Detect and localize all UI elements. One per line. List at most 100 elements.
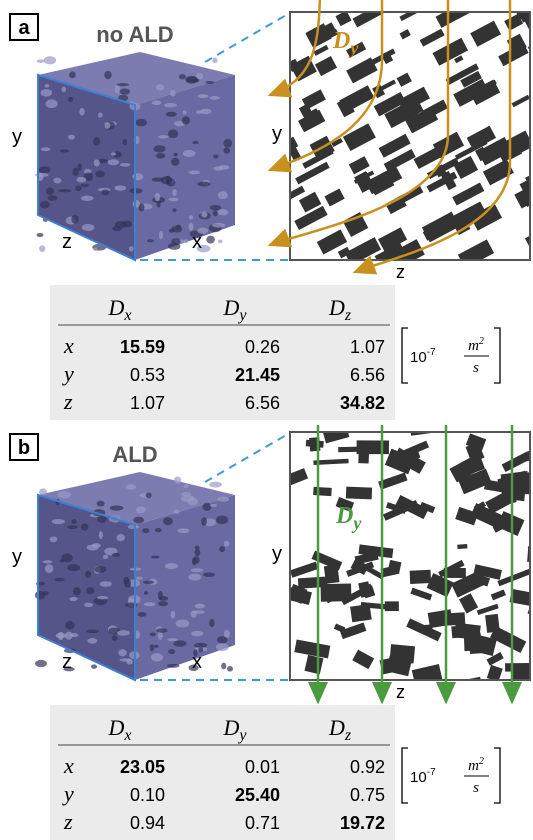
- cube-pore: [144, 591, 148, 595]
- table-cell: 21.45: [235, 365, 280, 385]
- unit-base-num: 10: [410, 769, 427, 786]
- cube-pore: [194, 549, 200, 556]
- table-cell: 0.92: [350, 757, 385, 777]
- unit-numerator: m2: [468, 336, 484, 354]
- cube-pore: [62, 553, 73, 562]
- column-sub: y: [237, 307, 247, 324]
- cube-pore: [171, 226, 182, 233]
- cube-pore: [166, 176, 172, 185]
- table-cell: 1.07: [130, 393, 165, 413]
- cube-pore: [197, 94, 208, 98]
- cube-pore: [213, 210, 218, 216]
- cube-pore: [120, 88, 131, 94]
- cube-pore: [94, 566, 106, 573]
- unit-base-num: 10: [410, 349, 427, 366]
- cube-pore: [213, 155, 218, 159]
- cube-pore: [68, 134, 75, 139]
- cube-pore: [155, 193, 161, 201]
- column-sub: z: [344, 727, 352, 744]
- cube-pore: [142, 528, 149, 533]
- cube-pore: [112, 635, 118, 640]
- solid-phase: [313, 487, 332, 496]
- column-sub: z: [344, 307, 352, 324]
- column-sub: y: [237, 727, 247, 744]
- table-cell: 15.59: [120, 337, 165, 357]
- cube-pore: [223, 139, 232, 148]
- cube-pore: [37, 59, 45, 63]
- table-cell: 25.40: [235, 785, 280, 805]
- solid-phase: [410, 570, 431, 584]
- cube-pore: [73, 587, 81, 595]
- cube-pore: [183, 150, 196, 157]
- cube-pore: [152, 100, 162, 105]
- cube-pore: [224, 541, 230, 547]
- cube-pore: [117, 630, 130, 635]
- cube-pore: [216, 515, 228, 524]
- cube-pore: [206, 236, 215, 244]
- cube-pore: [60, 149, 69, 152]
- cube-pore: [87, 638, 97, 644]
- cube-pore: [183, 110, 187, 114]
- cube-pore: [218, 209, 229, 215]
- cube-pore: [136, 506, 146, 513]
- cube-pore: [117, 534, 125, 541]
- cube-pore: [173, 510, 179, 514]
- cube-pore: [101, 190, 109, 196]
- cube-pore: [158, 591, 163, 600]
- slice-axis-label: z: [396, 262, 405, 282]
- solid-phase: [457, 544, 467, 549]
- unit-num-exp: 2: [479, 756, 484, 767]
- cube-pore: [174, 477, 181, 485]
- connector: [205, 434, 288, 482]
- cube-pore: [192, 557, 196, 565]
- cube-pore: [165, 563, 178, 569]
- cube-pore: [95, 171, 105, 178]
- cube-pore: [191, 568, 204, 572]
- cube-pore: [104, 71, 111, 79]
- cube-pore: [75, 185, 81, 191]
- column-symbol: D: [328, 715, 345, 740]
- cube-pore: [158, 601, 168, 606]
- cube-pore: [166, 112, 177, 117]
- cube-pore: [196, 110, 203, 114]
- cube-pore: [182, 116, 190, 124]
- cube-axis-label: y: [12, 546, 22, 568]
- cube-pore: [81, 523, 89, 530]
- cube-pore: [91, 664, 97, 669]
- cube-pore: [43, 560, 53, 563]
- solid-phase: [517, 681, 533, 686]
- cube-pore: [209, 482, 222, 488]
- cube-pore: [216, 643, 229, 651]
- cube-pore: [133, 517, 144, 524]
- cube-pore: [227, 666, 233, 672]
- cube-pore: [223, 147, 230, 153]
- cube-pore: [57, 491, 71, 498]
- cube-pore: [173, 640, 186, 647]
- column-symbol: D: [328, 295, 345, 320]
- cube-pore: [150, 644, 154, 651]
- cube-pore: [217, 636, 228, 643]
- cube-pore: [120, 163, 131, 167]
- cube-pore: [212, 223, 226, 228]
- cube-pore: [41, 89, 53, 97]
- cube-pore: [129, 246, 134, 251]
- cube-pore: [84, 603, 93, 607]
- cube-pore: [81, 184, 89, 187]
- connector: [205, 14, 288, 62]
- cube-pore: [158, 135, 168, 138]
- cube-pore: [205, 81, 214, 84]
- cube-pore: [62, 86, 67, 92]
- cube-pore: [147, 239, 154, 242]
- cube-pore: [110, 505, 124, 510]
- cube-pore: [126, 484, 136, 489]
- cube-pore: [143, 580, 154, 584]
- solid-phase: [344, 680, 379, 701]
- column-symbol: D: [223, 295, 240, 320]
- cube-pore: [150, 633, 156, 637]
- cube-pore: [152, 177, 164, 181]
- row-label: z: [63, 389, 73, 414]
- table-cell: 0.75: [350, 785, 385, 805]
- table-cell: 1.07: [350, 337, 385, 357]
- cube-pore: [217, 496, 229, 501]
- cube-pore: [154, 645, 159, 648]
